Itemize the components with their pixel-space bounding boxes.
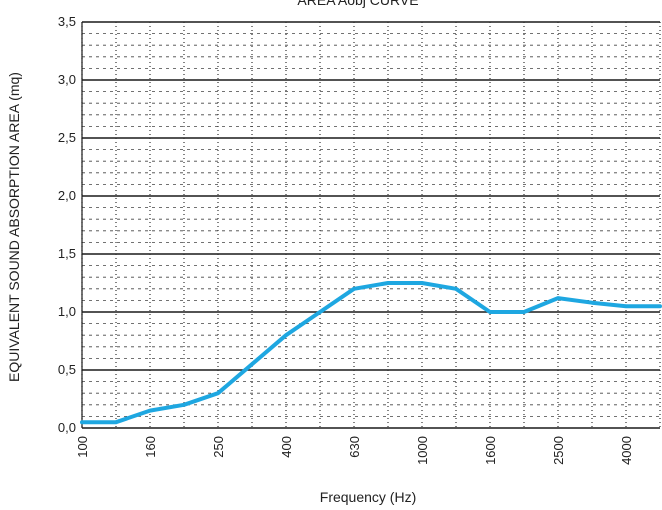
series-layer <box>80 281 662 425</box>
y-tick-label: 2,5 <box>58 130 76 145</box>
y-axis-ticks: 0,0 0,5 1,0 1,5 2,0 2,5 3,0 3,5 <box>58 14 76 435</box>
y-tick-label: 3,0 <box>58 72 76 87</box>
y-tick-label: 0,0 <box>58 420 76 435</box>
x-axis-title: Frequency (Hz) <box>320 489 416 505</box>
series-line <box>80 281 662 425</box>
x-tick-label: 100 <box>75 436 90 458</box>
y-tick-label: 1,5 <box>58 246 76 261</box>
x-tick-label: 1600 <box>483 436 498 465</box>
x-tick-label: 1000 <box>415 436 430 465</box>
x-axis-ticks: 100 160 250 400 630 1000 1600 2500 4000 <box>75 436 634 465</box>
x-tick-label: 250 <box>211 436 226 458</box>
x-tick-label: 630 <box>347 436 362 458</box>
chart-title: AREA Aobj CURVE <box>297 0 418 8</box>
y-tick-label: 3,5 <box>58 14 76 29</box>
x-tick-label: 4000 <box>619 436 634 465</box>
y-axis-title: EQUIVALENT SOUND ABSORPTION AREA (mq) <box>6 72 22 382</box>
y-tick-label: 1,0 <box>58 304 76 319</box>
y-tick-label: 2,0 <box>58 188 76 203</box>
x-tick-label: 160 <box>143 436 158 458</box>
x-tick-label: 400 <box>279 436 294 458</box>
plot-grid <box>81 21 661 429</box>
x-tick-label: 2500 <box>551 436 566 465</box>
y-tick-label: 0,5 <box>58 362 76 377</box>
